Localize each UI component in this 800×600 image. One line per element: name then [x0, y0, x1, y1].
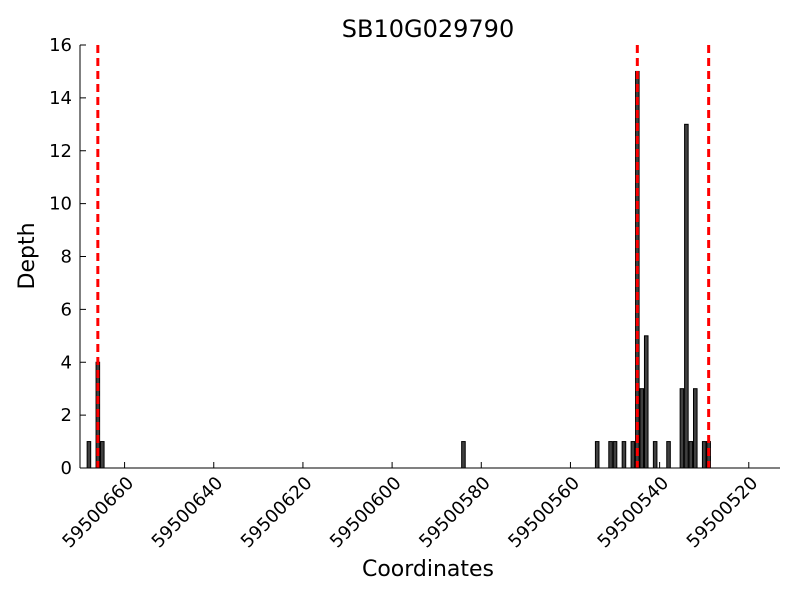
y-tick-label: 12: [49, 141, 72, 162]
y-axis: 0 2 4 6 8 10 12 14 16: [49, 35, 86, 479]
depth-bar: [612, 441, 618, 469]
depth-bar: [693, 388, 698, 469]
depth-bar: [461, 441, 466, 469]
depth-bar: [630, 441, 636, 469]
x-tick-label: 59500620: [237, 473, 317, 553]
depth-bar: [684, 123, 689, 469]
x-tick-label: 59500600: [326, 473, 406, 553]
y-tick-label: 4: [61, 352, 72, 373]
marker-lines: [96, 45, 711, 468]
x-axis: 59500660 59500640 59500620 59500600 59500580…: [58, 462, 762, 552]
depth-bar: [688, 441, 694, 469]
x-tick-label: 59500520: [683, 473, 763, 553]
depth-bar: [100, 441, 105, 469]
y-tick-label: 6: [61, 299, 72, 320]
depth-bar: [621, 441, 627, 469]
bar-series: [86, 70, 711, 469]
depth-bar: [701, 441, 707, 469]
y-tick-label: 0: [61, 458, 72, 479]
x-tick-label: 59500540: [594, 473, 674, 553]
depth-bar: [666, 441, 671, 469]
depth-bar: [639, 388, 645, 469]
y-axis-label: Depth: [15, 222, 40, 289]
y-tick-label: 10: [49, 194, 72, 215]
x-axis-label: Coordinates: [362, 557, 494, 582]
x-tick-label: 59500560: [504, 473, 584, 553]
depth-bar: [86, 441, 92, 469]
depth-bar: [652, 441, 658, 469]
y-tick-label: 16: [49, 35, 72, 56]
x-tick-label: 59500580: [415, 473, 495, 553]
depth-bar: [594, 441, 600, 469]
x-tick-label: 59500640: [148, 473, 228, 553]
depth-bar: [679, 388, 685, 469]
x-tick-label: 59500660: [58, 473, 138, 553]
depth-bar: [643, 335, 649, 469]
y-tick-label: 14: [49, 88, 72, 109]
chart-title: SB10G029790: [342, 15, 514, 43]
y-tick-label: 8: [61, 247, 72, 268]
depth-bar: [608, 441, 613, 469]
y-tick-label: 2: [61, 405, 72, 426]
